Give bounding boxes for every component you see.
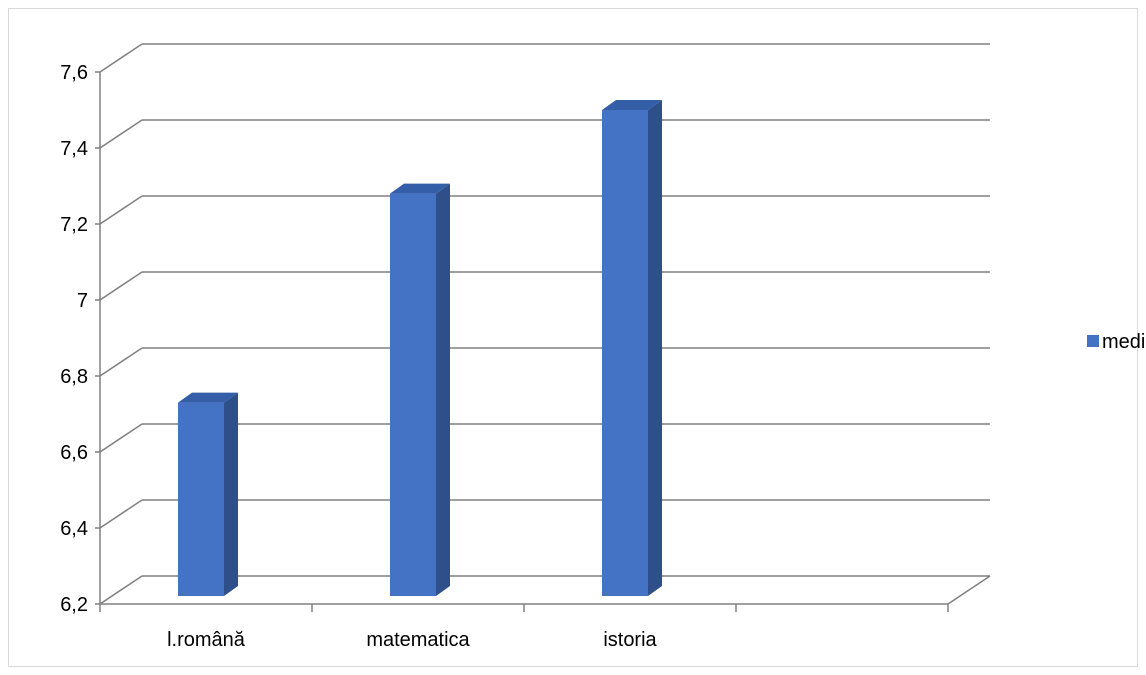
legend-swatch-media (1087, 335, 1099, 347)
bar (390, 183, 450, 596)
bar-top (390, 183, 450, 194)
legend: media (1087, 331, 1146, 353)
bar (602, 100, 662, 596)
y-tick-label: 7,4 (60, 138, 88, 160)
bar-side (224, 392, 238, 596)
x-tick-label: matematica (366, 629, 470, 651)
gridline-diagonal (99, 119, 143, 149)
y-tick-label: 7 (77, 290, 88, 312)
x-tick-label: l.română (167, 629, 246, 651)
gridline-diagonal (99, 271, 143, 301)
bar-front (602, 110, 648, 596)
bar-side (648, 100, 662, 596)
gridline-diagonal (99, 575, 143, 605)
bar (178, 392, 238, 596)
bars (178, 100, 662, 596)
gridline-diagonal (99, 347, 143, 377)
bar-top (178, 392, 238, 403)
bar-top (602, 100, 662, 110)
legend-label-media: media (1102, 331, 1146, 353)
gridline-diagonal (99, 423, 143, 453)
y-tick-label: 6,6 (60, 442, 88, 464)
x-tick-label: istoria (603, 629, 657, 651)
gridline-diagonal (99, 43, 143, 73)
gridline-diagonal (99, 499, 143, 529)
x-axis: l.română matematica istoria (99, 604, 949, 651)
gridlines (99, 43, 990, 605)
gridline-diagonal (99, 195, 143, 225)
y-axis-ticks: 6,2 6,4 6,6 6,8 7 7,2 7,4 7,6 (60, 62, 100, 616)
bar-front (390, 193, 436, 596)
floor-right-edge (947, 575, 991, 605)
y-tick-label: 6,8 (60, 366, 88, 388)
bar-side (436, 183, 450, 596)
bar-front (178, 402, 224, 596)
y-tick-label: 7,2 (60, 214, 88, 236)
y-tick-label: 7,6 (60, 62, 88, 84)
y-tick-label: 6,2 (60, 594, 88, 616)
y-tick-label: 6,4 (60, 518, 88, 540)
